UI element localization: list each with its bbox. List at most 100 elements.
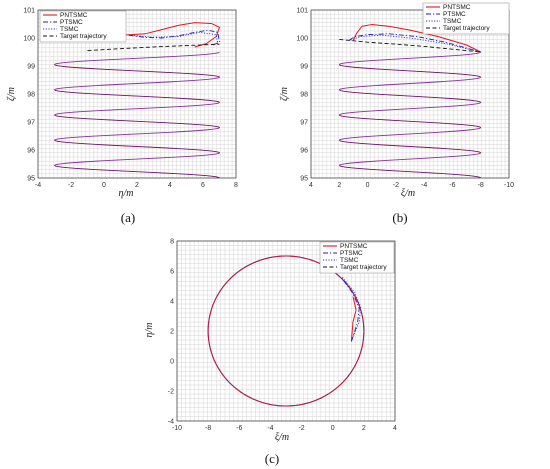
spiral-back-segment	[338, 127, 481, 141]
x-tick-label: 8	[234, 182, 238, 189]
spiral-ptsmc-overlay	[339, 64, 481, 78]
grid-c	[176, 240, 396, 422]
spiral-ptsmc-overlay	[54, 165, 220, 178]
y-tick-label: 8	[170, 239, 174, 246]
ticks-a: -4 -2 0 2 4 6 8 95 96 97 98 99 100 101	[23, 8, 238, 190]
x-tick-label: 2	[337, 182, 341, 189]
x-tick-label: -2	[393, 182, 399, 189]
y-tick-label: 100	[23, 36, 35, 43]
legend-entry: PNTSMC	[60, 12, 88, 19]
x-tick-label: 4	[168, 182, 172, 189]
spiral-ptsmc-overlay	[339, 165, 481, 178]
y-tick-label: -4	[168, 419, 174, 426]
x-tick-label: 2	[135, 182, 139, 189]
legend-entry: Target trajectory	[60, 33, 107, 40]
x-tick-label: -6	[449, 182, 455, 189]
plot-area-b	[338, 24, 482, 178]
y-tick-label: 99	[300, 64, 308, 71]
legend-entry: TSMC	[443, 18, 462, 25]
x-axis-label-b: ξ/m	[401, 188, 415, 199]
x-tick-label: -2	[298, 425, 304, 432]
legend-entry: PTSMC	[340, 250, 363, 257]
y-tick-label: 0	[170, 359, 174, 366]
x-tick-label: -8	[478, 182, 484, 189]
x-tick-label: -4	[35, 182, 41, 189]
series-pntsmc	[95, 22, 220, 48]
ticks-c: -10 -8 -6 -4 -2 0 2 4 -4 -2 0 2 4 6 8	[168, 239, 397, 433]
axes-frame-b	[310, 9, 510, 179]
series-tsmc	[341, 276, 362, 342]
y-tick-label: 6	[170, 269, 174, 276]
spiral-back-segment	[338, 51, 481, 66]
y-tick-label: 4	[170, 299, 174, 306]
spiral-back-segment	[54, 102, 220, 116]
panel-label-b: (b)	[392, 210, 407, 225]
legend-entry: PTSMC	[443, 11, 466, 18]
panel-label-a: (a)	[121, 210, 135, 225]
y-tick-label: 101	[23, 8, 35, 15]
spiral-ptsmc-overlay	[54, 89, 220, 103]
x-tick-label: -6	[236, 425, 242, 432]
spiral-back-segment	[54, 127, 220, 141]
x-tick-label: 4	[393, 425, 397, 432]
y-tick-label: 98	[300, 92, 308, 99]
chart-panel-b: 4 2 0 -2 -4 -6 -8 -10 95 96 97 98 99 100 101 ξ/m ζ/m P…	[279, 2, 514, 225]
x-tick-label: 0	[331, 425, 335, 432]
y-tick-label: 101	[296, 8, 308, 15]
y-tick-label: 99	[27, 64, 35, 71]
series-ptsmc	[348, 33, 481, 53]
spiral-back-segment	[54, 51, 220, 66]
y-tick-label: 100	[296, 36, 308, 43]
spiral-ptsmc-overlay	[54, 64, 220, 78]
legend-entry: TSMC	[60, 26, 79, 33]
y-axis-label-a: ζ/m	[6, 87, 17, 101]
axes-frame-c	[176, 240, 396, 422]
ticks-b: 4 2 0 -2 -4 -6 -8 -10 95 96 97 98 99 100 101	[296, 8, 514, 190]
x-tick-label: -4	[267, 425, 273, 432]
series-target-trajectory	[87, 43, 220, 52]
spiral-ptsmc-overlay	[339, 140, 481, 154]
spiral-ptsmc-overlay	[54, 115, 220, 128]
legend-box	[422, 2, 510, 35]
x-tick-label: 6	[201, 182, 205, 189]
spiral-ptsmc-overlay	[54, 140, 220, 154]
axes-frame-a	[37, 9, 237, 179]
chart-panel-a: -4 -2 0 2 4 6 8 95 96 97 98 99 100 101 η/m ζ/m PNTSMC…	[6, 8, 238, 226]
legend-entry: TSMC	[340, 257, 359, 264]
series-target-trajectory	[339, 38, 481, 53]
grid-b	[310, 9, 510, 179]
y-tick-label: 98	[27, 92, 35, 99]
legend-entry: PNTSMC	[340, 243, 368, 250]
y-axis-label-b: ζ/m	[279, 87, 290, 101]
series-tsmc	[128, 31, 219, 44]
y-tick-label: 95	[300, 176, 308, 183]
x-axis-label-a: η/m	[119, 188, 134, 199]
y-tick-label: 2	[170, 329, 174, 336]
x-tick-label: 0	[366, 182, 370, 189]
series-pntsmc	[350, 296, 357, 342]
x-tick-label: -10	[172, 425, 182, 432]
y-axis-label-c: η/m	[144, 323, 155, 338]
legend-entry: Target trajectory	[340, 264, 387, 271]
legend-box	[39, 10, 127, 43]
spiral-back-segment	[338, 102, 481, 116]
series-ptsmc	[341, 278, 360, 342]
x-axis-label-c: ξ/m	[275, 432, 289, 443]
spiral-ptsmc-overlay	[339, 89, 481, 103]
y-tick-label: 97	[300, 120, 308, 127]
y-tick-label: 95	[27, 176, 35, 183]
y-tick-label: -2	[168, 389, 174, 396]
spiral-back-segment	[54, 77, 220, 91]
legend-entry: PTSMC	[60, 19, 83, 26]
legend-entry: PNTSMC	[443, 4, 471, 11]
legend-box	[319, 241, 395, 274]
x-tick-label: 4	[309, 182, 313, 189]
spiral-back-segment	[54, 152, 220, 166]
spiral-back-segment	[338, 77, 481, 91]
plot-area-a	[54, 22, 220, 178]
series-pntsmc	[352, 24, 481, 53]
